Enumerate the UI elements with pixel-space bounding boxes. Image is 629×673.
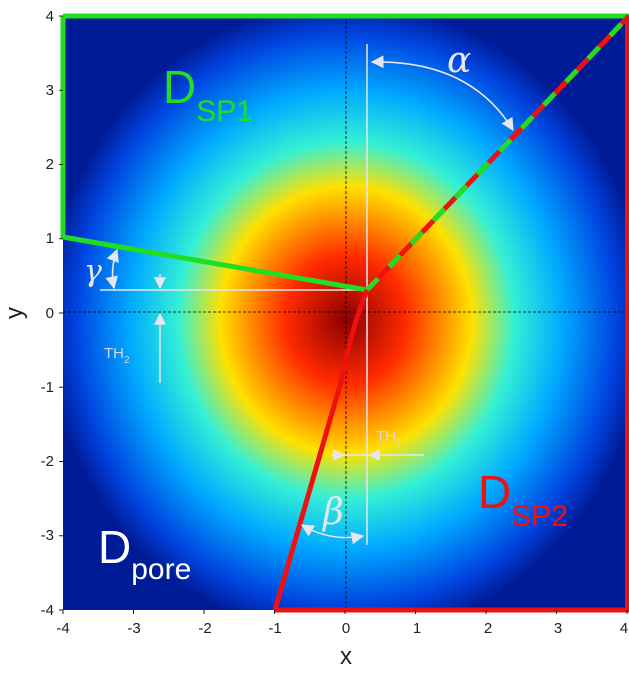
y-tick-labels: 4 3 2 1 0 -1 -2 -3 -4: [41, 8, 54, 619]
y-tick-label: 3: [46, 82, 54, 99]
x-tick-label: -3: [127, 620, 140, 637]
x-tick-label: -4: [56, 620, 69, 637]
heatmap-intensity: [63, 16, 629, 610]
y-tick-label: -2: [41, 453, 54, 470]
sp2-left-boundary: [272, 289, 370, 611]
x-tick-label: 4: [620, 620, 628, 637]
y-tick-label: 1: [46, 230, 54, 247]
th2-label: TH2: [104, 345, 130, 366]
alpha-label: α: [447, 40, 471, 81]
y-tick-label: -1: [41, 379, 54, 396]
x-tick-label: 2: [484, 620, 492, 637]
x-axis-label: x: [340, 643, 352, 670]
y-axis-label: y: [1, 307, 28, 319]
heatmap-area: [63, 16, 629, 610]
x-tick-label: -1: [268, 620, 281, 637]
y-tick-label: -3: [41, 527, 54, 544]
x-tick-label: 1: [413, 620, 421, 637]
region-label-sp2: DSP2: [478, 466, 568, 533]
y-tick-label: 4: [46, 8, 54, 25]
x-tick-label: -2: [198, 620, 211, 637]
beta-arc: [300, 524, 365, 545]
gamma-label: γ: [84, 254, 102, 289]
y-tick-label: 0: [46, 305, 54, 322]
shared-boundary-red: [365, 14, 629, 292]
gamma-arc: [105, 248, 119, 290]
y-tick-label: -4: [41, 602, 54, 619]
region-label-pore: Dpore: [98, 521, 191, 586]
alpha-arc: [370, 55, 514, 132]
beta-label: β: [321, 492, 344, 533]
y-tick-label: 2: [46, 156, 54, 173]
tick-marks: [59, 15, 628, 614]
x-tick-label: 0: [342, 620, 350, 637]
th1-label: TH1: [376, 428, 402, 449]
x-tick-labels: -4 -3 -2 -1 0 1 2 3 4: [56, 620, 628, 637]
sp1-left-boundary: [60, 16, 368, 293]
x-tick-label: 3: [554, 620, 562, 637]
region-label-sp1: DSP1: [163, 61, 253, 128]
